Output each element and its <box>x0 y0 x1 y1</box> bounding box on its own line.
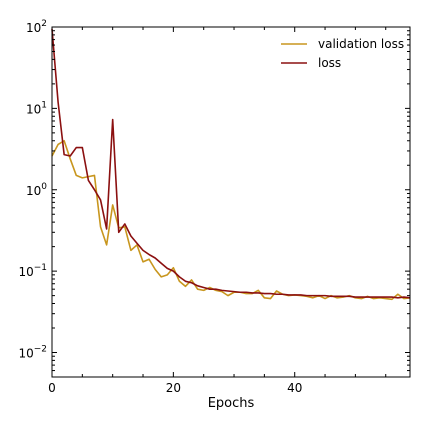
legend-label-validation-loss: validation loss <box>318 37 404 51</box>
series-line-loss <box>51 28 411 299</box>
plot-lines <box>51 28 411 301</box>
axis-ticks <box>51 26 410 378</box>
legend-label-loss: loss <box>318 56 341 70</box>
x-tick-label: 20 <box>166 381 181 395</box>
tick-labels: 0 20 40 10−2 10−1 100 101 102 <box>18 19 302 395</box>
legend-box <box>273 33 404 75</box>
x-axis-label: Epochs <box>208 396 255 411</box>
y-tick-label: 101 <box>26 100 47 116</box>
y-tick-label: 100 <box>26 182 47 198</box>
y-tick-label: 10−1 <box>18 263 47 279</box>
y-tick-label: 10−2 <box>18 345 47 361</box>
x-tick-label: 40 <box>287 381 302 395</box>
legend: validation loss loss <box>273 33 404 75</box>
x-tick-label: 0 <box>48 381 56 395</box>
y-tick-label: 102 <box>26 19 47 35</box>
